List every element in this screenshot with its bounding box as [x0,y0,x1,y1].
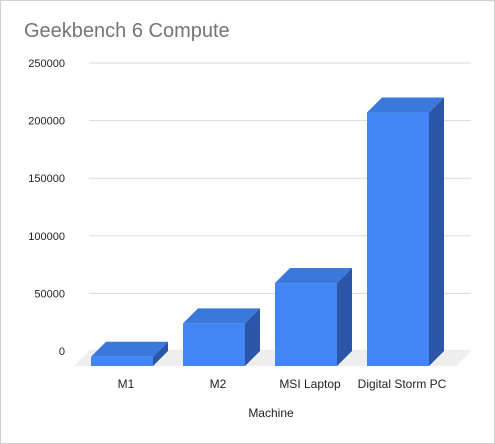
x-tick-label: M1 [118,377,135,391]
bar-top [275,268,352,284]
bar [275,283,337,366]
y-tick-label: 0 [59,346,65,358]
x-tick-label: Digital Storm PC [358,377,447,391]
bar-top [367,97,444,113]
x-tick-label: MSI Laptop [279,377,341,391]
bar-side [337,268,352,366]
y-tick-label: 200000 [28,116,65,128]
bar [367,112,429,366]
bar-side [245,308,260,366]
bar-side [429,97,444,366]
bar-side [153,341,168,366]
bar [91,356,153,366]
y-tick-label: 150000 [28,173,65,185]
y-tick-label: 50000 [34,288,65,300]
chart-title: Geekbench 6 Compute [24,20,230,42]
bar-top [183,308,260,324]
x-axis-title: Machine [248,406,294,420]
bar [183,323,245,366]
y-tick-label: 250000 [28,58,65,70]
y-tick-label: 100000 [28,231,65,243]
x-tick-label: M2 [210,377,227,391]
bar-top [91,341,168,357]
